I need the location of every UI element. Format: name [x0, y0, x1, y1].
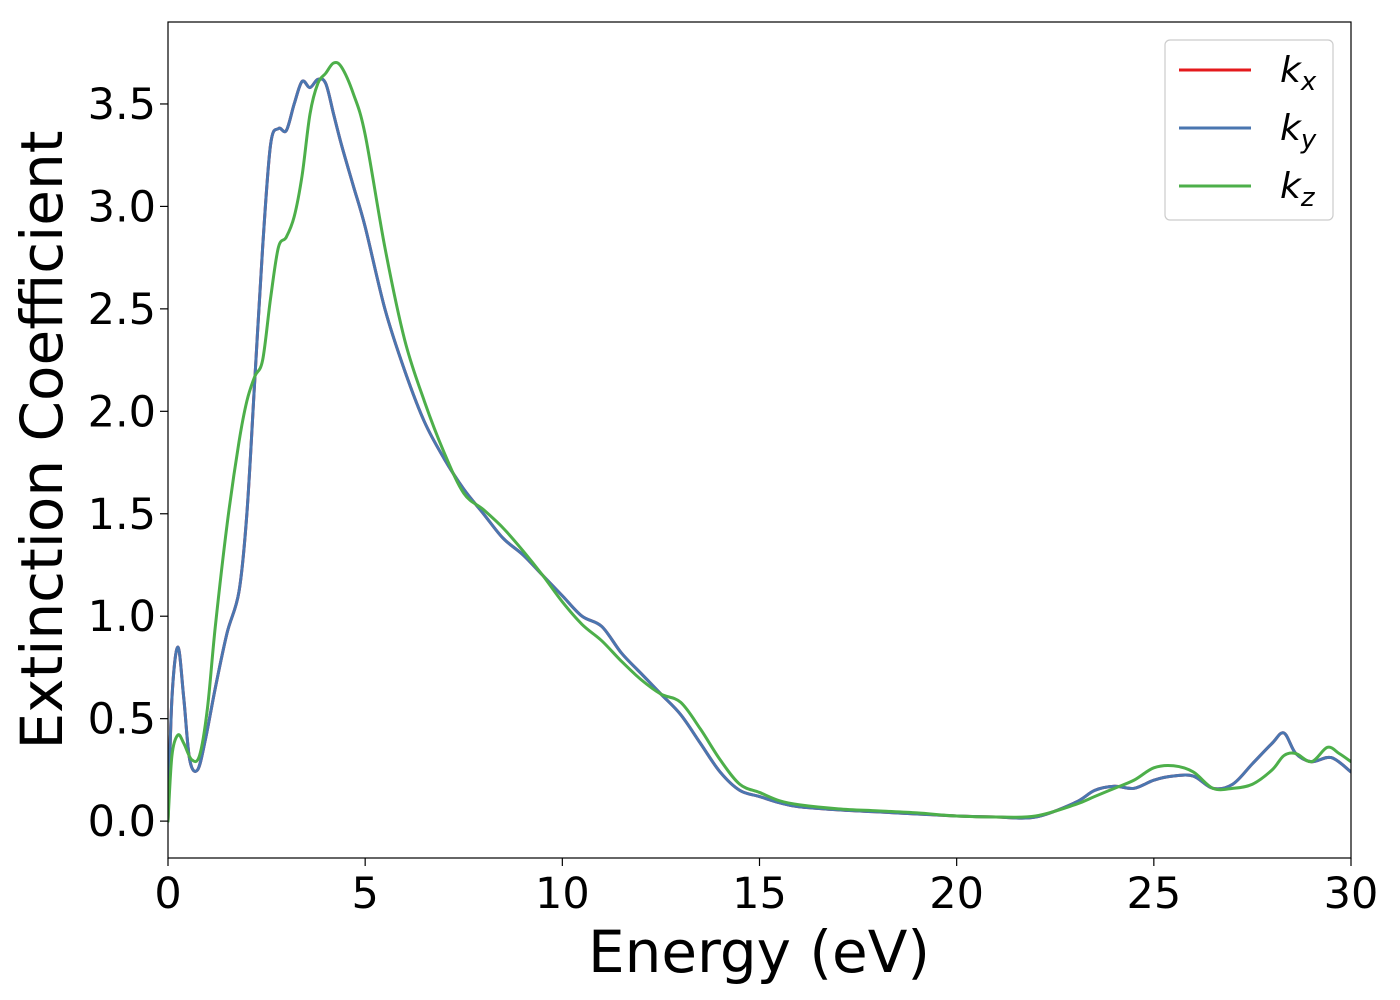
x-tick-label: 15: [732, 869, 787, 919]
x-tick-label: 0: [154, 869, 181, 919]
legend: kx ky kz: [1164, 39, 1334, 221]
y-tick-label: 3.0: [88, 182, 156, 232]
x-axis-ticks: 0 5 10 15 20 25 30: [154, 858, 1378, 919]
y-tick-label: 1.5: [88, 490, 156, 540]
legend-label-x: kx: [1280, 50, 1317, 97]
legend-box: [1164, 39, 1334, 221]
y-tick-label: 2.0: [88, 387, 156, 437]
y-tick-label: 3.5: [88, 80, 156, 130]
y-tick-label: 0.0: [88, 797, 156, 847]
x-axis-label: Energy (eV): [588, 918, 930, 986]
x-tick-label: 25: [1126, 869, 1181, 919]
x-tick-label: 10: [535, 869, 590, 919]
x-tick-label: 30: [1324, 869, 1379, 919]
y-axis-ticks: 0.0 0.5 1.0 1.5 2.0 2.5 3.0 3.5: [88, 80, 168, 847]
y-tick-label: 0.5: [88, 695, 156, 745]
legend-label-z: kz: [1280, 166, 1316, 213]
y-tick-label: 2.5: [88, 285, 156, 335]
legend-label-y: ky: [1280, 108, 1317, 155]
y-axis-label: Extinction Coefficient: [8, 131, 76, 750]
y-tick-label: 1.0: [88, 592, 156, 642]
x-tick-label: 20: [929, 869, 984, 919]
series-line-z: [168, 60, 1351, 823]
series-lines: [168, 60, 1351, 823]
x-tick-label: 5: [351, 869, 378, 919]
